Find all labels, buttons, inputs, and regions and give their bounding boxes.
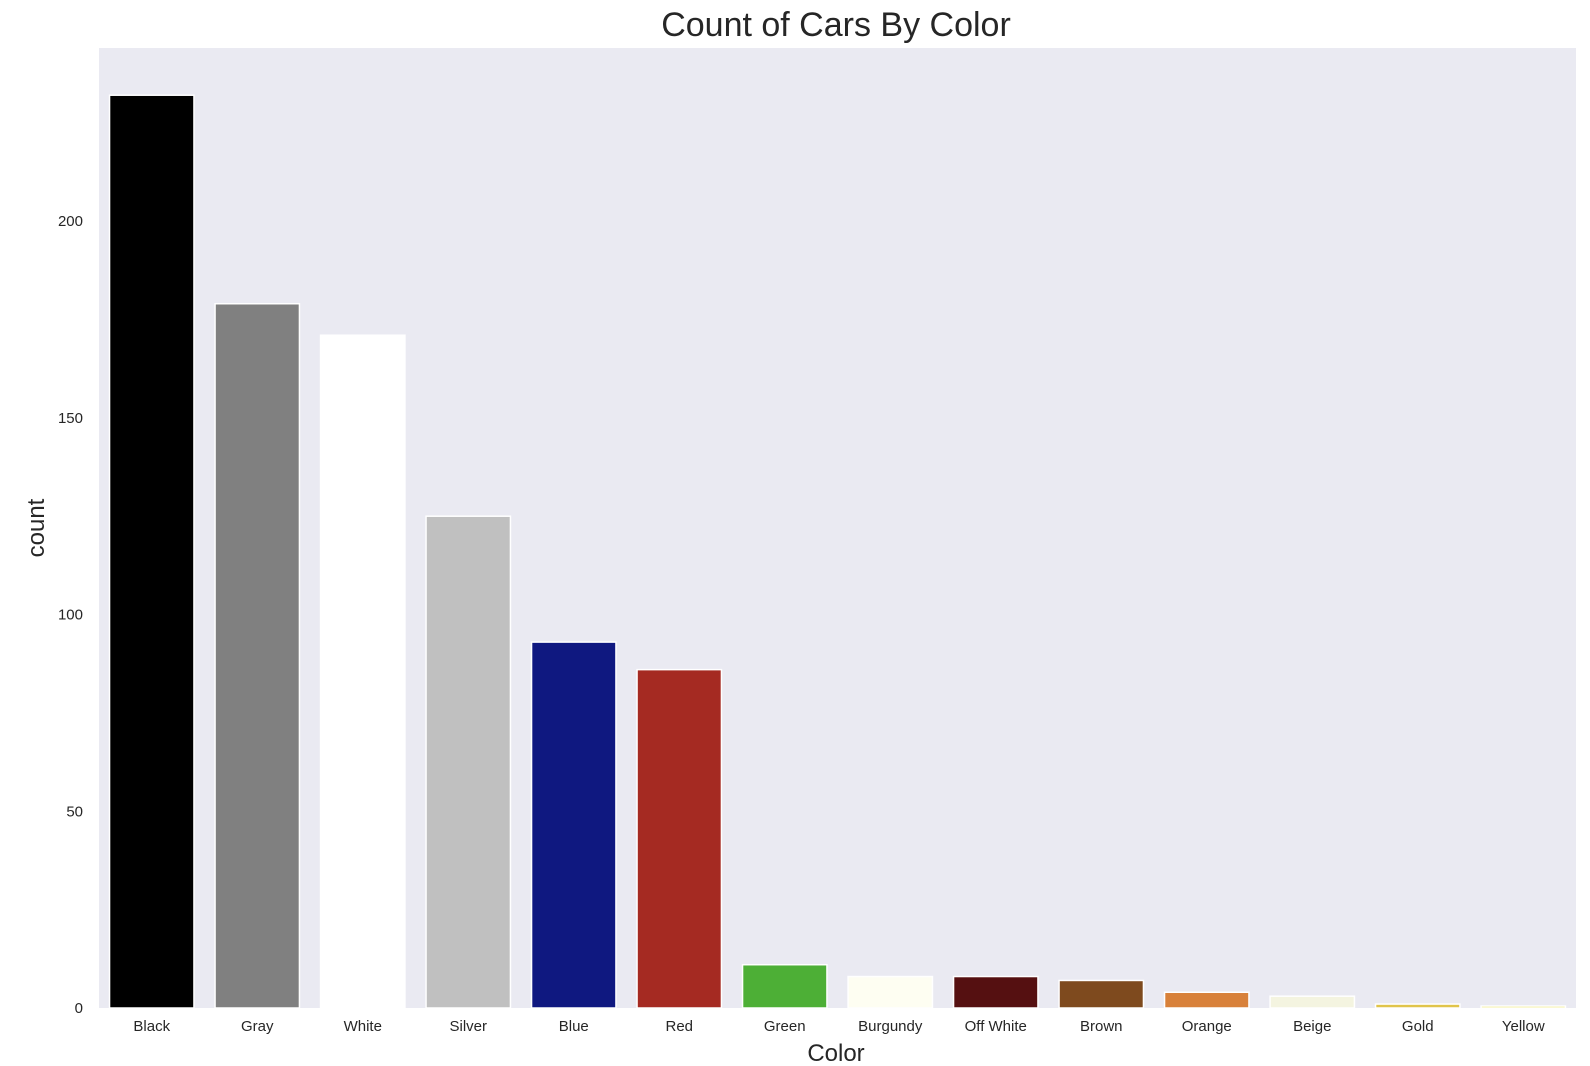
- x-tick-label: Yellow: [1502, 1018, 1545, 1035]
- x-tick-label: White: [344, 1018, 382, 1035]
- y-tick-label: 200: [58, 213, 83, 230]
- x-axis-ticks: Black Gray White Silver Blue Red Green Burgundy…: [133, 1018, 1544, 1035]
- x-tick-label: Gray: [241, 1018, 274, 1035]
- bar-off-white: [952, 975, 1039, 1009]
- y-tick-label: 150: [58, 410, 83, 427]
- bar-red: [636, 668, 723, 1009]
- x-tick-label: Green: [764, 1018, 806, 1035]
- x-tick-label: Burgundy: [858, 1018, 923, 1035]
- y-tick-label: 50: [66, 803, 83, 820]
- y-axis-label: count: [23, 498, 50, 557]
- bar-silver: [425, 515, 512, 1009]
- x-tick-label: Blue: [559, 1018, 589, 1035]
- y-tick-label: 100: [58, 607, 83, 624]
- x-tick-label: Silver: [449, 1018, 487, 1035]
- bar-green: [741, 963, 828, 1009]
- bar-blue: [530, 641, 617, 1009]
- bar-brown: [1058, 979, 1145, 1009]
- bar-beige: [1269, 995, 1356, 1009]
- bars: [108, 94, 1567, 1009]
- chart-title: Count of Cars By Color: [661, 6, 1011, 44]
- x-tick-label: Beige: [1293, 1018, 1331, 1035]
- bar-yellow: [1480, 1005, 1567, 1009]
- bar-white: [319, 334, 406, 1009]
- bar-black: [108, 94, 195, 1009]
- x-axis-label: Color: [807, 1040, 864, 1066]
- x-tick-label: Off White: [965, 1018, 1027, 1035]
- x-tick-label: Black: [133, 1018, 170, 1035]
- x-tick-label: Brown: [1080, 1018, 1123, 1035]
- bar-gold: [1374, 1003, 1461, 1009]
- bar-gray: [214, 302, 301, 1009]
- x-tick-label: Red: [665, 1018, 693, 1035]
- bar-orange: [1163, 991, 1250, 1009]
- x-tick-label: Orange: [1182, 1018, 1232, 1035]
- bar-burgundy: [847, 975, 934, 1009]
- y-tick-label: 0: [75, 1000, 83, 1017]
- y-axis-ticks: 0 50 100 150 200: [58, 213, 83, 1017]
- x-tick-label: Gold: [1402, 1018, 1434, 1035]
